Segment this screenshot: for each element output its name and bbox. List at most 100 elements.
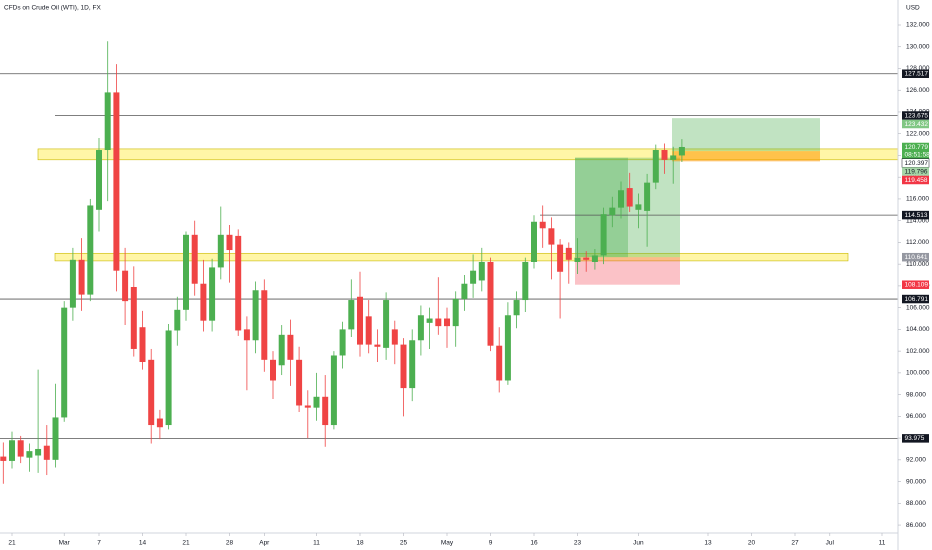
candle-body xyxy=(130,286,137,349)
price-label: 114.513 xyxy=(905,212,928,219)
candle-body xyxy=(26,451,33,458)
candle-body xyxy=(635,204,642,210)
candle-body xyxy=(548,228,555,245)
y-tick-label: 128.000 xyxy=(906,65,930,72)
x-tick-label: May xyxy=(441,540,454,547)
candle-body xyxy=(557,244,564,272)
countdown: 08:51:58 xyxy=(905,151,931,158)
candle-body xyxy=(513,300,520,316)
price-label-box xyxy=(902,252,929,262)
candle-body xyxy=(618,190,624,208)
price-label-box xyxy=(902,167,929,176)
candle-body xyxy=(313,396,320,408)
candle-body xyxy=(565,247,572,260)
x-tick-label: Jun xyxy=(633,540,644,547)
y-tick-label: 88.000 xyxy=(906,500,926,507)
candle-body xyxy=(122,270,129,302)
candle-body xyxy=(61,307,68,418)
y-tick-label: 96.000 xyxy=(906,413,926,420)
x-tick-label: 7 xyxy=(97,540,101,547)
price-label-box xyxy=(902,210,929,220)
candle-body xyxy=(365,316,372,345)
candle-body xyxy=(87,205,94,295)
candle-body xyxy=(478,261,485,281)
price-label: 123.675 xyxy=(905,112,929,119)
price-label: 119.458 xyxy=(905,177,928,184)
candle-body xyxy=(174,309,181,331)
y-tick-label: 98.000 xyxy=(906,391,926,398)
candle-body xyxy=(470,270,477,284)
y-tick-label: 92.000 xyxy=(906,457,926,464)
candle-body xyxy=(409,340,416,389)
candle-body xyxy=(78,259,85,295)
candle-body xyxy=(278,334,285,366)
candle-body xyxy=(609,207,616,216)
y-tick-label: 104.000 xyxy=(906,326,930,333)
candle-body xyxy=(391,329,398,345)
candle-body xyxy=(52,417,59,460)
candle-body xyxy=(626,188,633,207)
y-tick-label: 112.000 xyxy=(906,239,929,246)
candle-body xyxy=(339,329,346,356)
candle-body xyxy=(644,182,651,211)
price-label-box xyxy=(902,175,929,185)
x-tick-label: 27 xyxy=(791,540,799,547)
candle-body xyxy=(435,318,442,327)
candle-body xyxy=(539,221,546,229)
candle-body xyxy=(209,267,216,321)
x-tick-label: 9 xyxy=(489,540,493,547)
x-tick-label: Apr xyxy=(259,540,270,547)
price-label-box xyxy=(902,294,929,304)
candle-body xyxy=(304,405,311,408)
candle-body xyxy=(165,330,172,426)
candle-body xyxy=(296,359,303,406)
price-label: 123.432 xyxy=(905,121,929,128)
price-label-box xyxy=(902,119,929,129)
x-tick-label: 25 xyxy=(400,540,408,547)
y-tick-label: 122.000 xyxy=(906,130,930,137)
x-tick-label: 16 xyxy=(530,540,538,547)
price-label: 108.109 xyxy=(905,282,929,289)
candle-body xyxy=(287,334,294,360)
candle-body xyxy=(400,344,407,389)
price-label: 120.397 xyxy=(905,160,929,167)
y-tick-label: 126.000 xyxy=(906,87,930,94)
candle-body xyxy=(148,359,155,426)
x-tick-label: 23 xyxy=(574,540,582,547)
candle-body xyxy=(487,261,494,346)
y-tick-label: 110.000 xyxy=(906,261,929,268)
x-tick-label: 28 xyxy=(226,540,234,547)
price-label-box xyxy=(902,111,929,120)
candle-body xyxy=(583,257,590,260)
candle-body xyxy=(357,296,363,345)
candle-body xyxy=(261,290,268,360)
y-tick-label: 106.000 xyxy=(906,304,930,311)
x-tick-label: 11 xyxy=(879,540,886,547)
candle-body xyxy=(591,255,598,262)
price-label: 106.791 xyxy=(905,296,929,303)
candle-body xyxy=(270,359,276,381)
candle-body xyxy=(383,300,390,348)
candle-body xyxy=(426,318,433,323)
candle-body xyxy=(104,92,111,151)
candle-body xyxy=(17,440,24,457)
price-label-box xyxy=(902,434,929,443)
price-label-box xyxy=(902,69,929,78)
candle-body xyxy=(9,440,15,461)
price-label: 93.975 xyxy=(905,435,925,442)
candle-body xyxy=(69,259,76,308)
candle-body xyxy=(96,150,102,210)
candle-body xyxy=(322,396,329,426)
candle-body xyxy=(252,290,259,341)
x-tick-label: 20 xyxy=(748,540,756,547)
price-label: 127.517 xyxy=(905,71,929,78)
x-tick-label: 21 xyxy=(8,540,16,547)
candle-body xyxy=(417,315,424,341)
candle-body xyxy=(652,150,659,183)
price-label: 120.779 xyxy=(905,144,929,151)
candle-body xyxy=(531,221,537,262)
plot-area xyxy=(0,41,899,484)
candle-body xyxy=(444,318,450,327)
candle-body xyxy=(200,283,207,321)
price-label-box xyxy=(902,142,929,159)
